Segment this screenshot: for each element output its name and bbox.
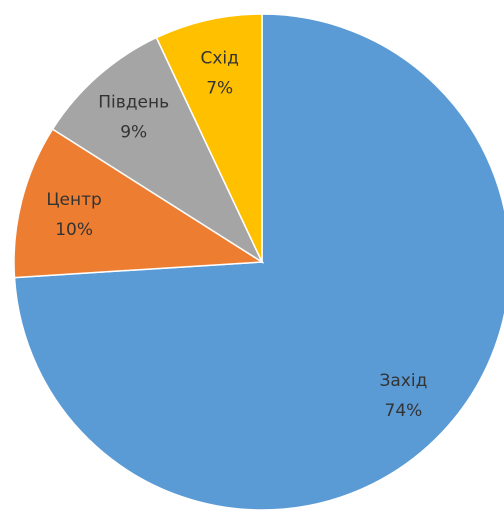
slice-category-label: Центр	[46, 190, 101, 210]
pie-slice	[51, 36, 264, 265]
slice-value-label: 74%	[385, 401, 423, 421]
slice-value-label: 7%	[206, 79, 233, 99]
slice-category-label: Схід	[200, 49, 238, 69]
slice-value-label: 10%	[55, 220, 93, 240]
slice-category-label: Захід	[379, 371, 427, 391]
pie-slice	[13, 128, 265, 279]
slice-category-label: Південь	[98, 92, 169, 112]
slice-value-label: 9%	[120, 122, 147, 142]
pie-slice	[155, 13, 263, 263]
pie-slice	[13, 13, 504, 511]
